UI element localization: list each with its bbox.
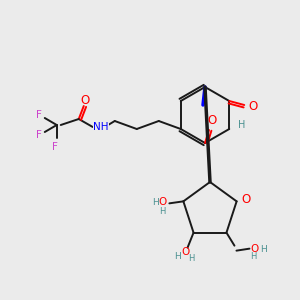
Text: O: O [207,115,217,128]
Text: O: O [241,193,250,206]
Text: H: H [188,254,195,263]
Text: F: F [36,110,42,120]
Text: F: F [36,130,42,140]
Text: H: H [174,252,181,261]
Text: F: F [52,142,58,152]
Text: H: H [250,252,256,261]
Text: O: O [182,247,190,257]
Text: H: H [159,207,166,216]
Text: NH: NH [93,122,109,132]
Text: H: H [152,198,159,207]
Text: O: O [80,94,89,106]
Text: O: O [158,197,166,207]
Text: H: H [260,245,267,254]
Text: O: O [250,244,259,254]
Text: O: O [249,100,258,112]
FancyBboxPatch shape [93,121,109,133]
Text: H: H [238,120,245,130]
